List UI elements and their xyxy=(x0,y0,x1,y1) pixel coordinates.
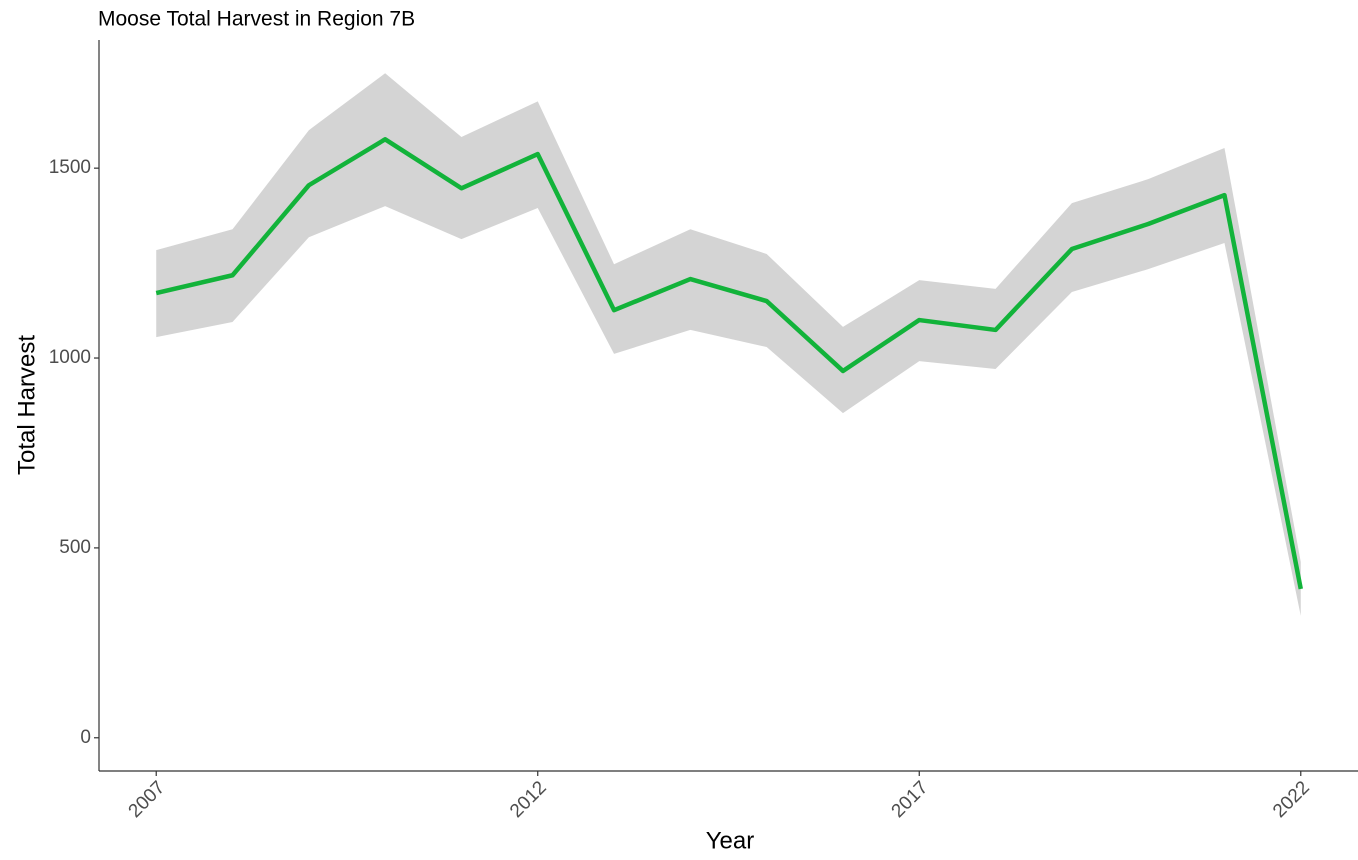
x-axis-label: Year xyxy=(706,827,755,854)
line xyxy=(155,137,1303,590)
y-tick-label: 1500 xyxy=(49,157,91,178)
x-tick-label: 2012 xyxy=(506,777,551,822)
y-tick-label: 1000 xyxy=(49,347,91,368)
confidence-band xyxy=(156,73,1301,616)
y-axis-label: Total Harvest xyxy=(13,335,40,475)
x-tick-label: 2007 xyxy=(125,777,170,822)
chart-title: Moose Total Harvest in Region 7B xyxy=(98,8,415,31)
x-tick-label: 2022 xyxy=(1269,777,1314,822)
y-tick-label: 0 xyxy=(80,727,91,748)
y-tick-label: 500 xyxy=(59,537,91,558)
x-tick-label: 2017 xyxy=(888,777,933,822)
